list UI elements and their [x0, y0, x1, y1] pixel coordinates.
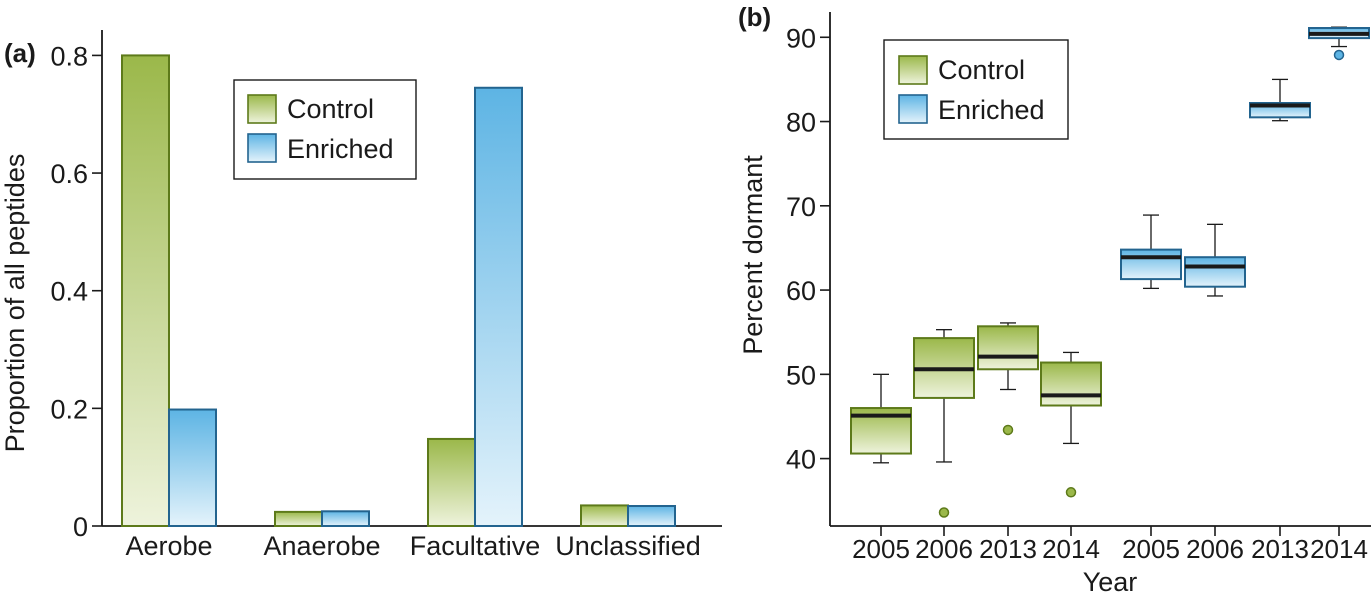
panel-a-bar-control-facultative [427, 437, 476, 527]
panel-b-x-tick-label: 2006 [915, 534, 973, 564]
panel-a-bar-enriched-anaerobe [321, 510, 370, 528]
panel-b-y-axis-label: Percent dormant [738, 155, 768, 355]
panel-b-box-control-2014 [1040, 351, 1102, 498]
panel-a-bar-chart: (a) Proportion of all peptides 0 0.2 0.4 0.… [0, 30, 722, 561]
panel-b-y-tick-label: 80 [786, 108, 816, 138]
panel-b-y-tick-label: 50 [786, 360, 816, 390]
panel-b-box-enriched-2013 [1249, 78, 1311, 122]
panel-a-y-axis-label: Proportion of all peptides [0, 154, 30, 453]
panel-a-legend-swatch-control [247, 94, 277, 124]
panel-b-legend: Control Enriched [883, 39, 1069, 140]
panel-a-legend-label-enriched: Enriched [287, 134, 394, 164]
panel-b-box-enriched-2014 [1308, 26, 1370, 61]
outlier-point [938, 507, 950, 518]
panel-a-y-tick-label: 0.6 [50, 159, 88, 189]
panel-a-x-tick-label: Anaerobe [263, 531, 380, 561]
panel-b-box-control-2006 [913, 329, 975, 518]
panel-b-x-axis-label: Year [1083, 567, 1138, 597]
outlier-point [1002, 424, 1014, 436]
panel-b-label: (b) [738, 2, 771, 32]
panel-b-x-tick-label: 2006 [1186, 534, 1244, 564]
panel-a-bar-enriched-unclassified [627, 505, 676, 527]
panel-a-bar-control-aerobe [121, 54, 170, 527]
panel-a-label: (a) [4, 38, 36, 68]
panel-a-legend-swatch-enriched [247, 133, 277, 163]
panel-b-box-control-2013 [977, 322, 1039, 436]
panel-b-x-tick-label: 2014 [1310, 534, 1368, 564]
panel-b-box-control-2005 [850, 373, 912, 464]
outlier-point [1065, 487, 1077, 498]
panel-b-x-tick-label: 2013 [1251, 534, 1309, 564]
panel-a-legend-label-control: Control [287, 94, 374, 124]
panel-a-bar-control-anaerobe [274, 510, 323, 528]
panel-b-box-enriched-2006 [1184, 223, 1246, 297]
box-iqr [977, 325, 1039, 371]
panel-b-x-tick-label: 2013 [979, 534, 1037, 564]
panel-b-x-tick-label: 2005 [852, 534, 910, 564]
panel-b-box-enriched-2005 [1120, 214, 1182, 290]
panel-b-legend-label-enriched: Enriched [938, 95, 1045, 125]
panel-b-x-tick-label: 2005 [1122, 534, 1180, 564]
panel-a-bar-control-unclassified [580, 504, 629, 528]
box-iqr [1120, 248, 1182, 281]
panel-b-legend-label-control: Control [938, 55, 1025, 85]
panel-a-x-tick-label: Aerobe [125, 531, 212, 561]
panel-a-y-tick-label: 0 [73, 512, 88, 542]
panel-a-legend: Control Enriched [233, 79, 417, 180]
panel-b-y-tick-label: 70 [786, 192, 816, 222]
panel-a-x-tick-label: Facultative [410, 531, 541, 561]
panel-b-legend-swatch-control [898, 55, 928, 85]
panel-b-y-tick-label: 90 [786, 23, 816, 53]
panel-b-y-tick-label: 40 [786, 445, 816, 475]
panel-b-x-tick-label: 2014 [1042, 534, 1100, 564]
panel-b-legend-swatch-enriched [898, 94, 928, 124]
box-iqr [1040, 361, 1102, 407]
panel-a-x-tick-label: Unclassified [555, 531, 701, 561]
panel-b-y-tick-label: 60 [786, 276, 816, 306]
panel-a-bar-enriched-aerobe [168, 408, 217, 528]
panel-a-y-tick-label: 0.8 [50, 41, 88, 71]
outlier-point [1333, 49, 1345, 61]
panel-a-y-tick-label: 0.4 [50, 277, 88, 307]
panel-a-bar-enriched-facultative [474, 86, 523, 527]
box-iqr [1184, 256, 1246, 288]
panel-a-y-tick-label: 0.2 [50, 394, 88, 424]
